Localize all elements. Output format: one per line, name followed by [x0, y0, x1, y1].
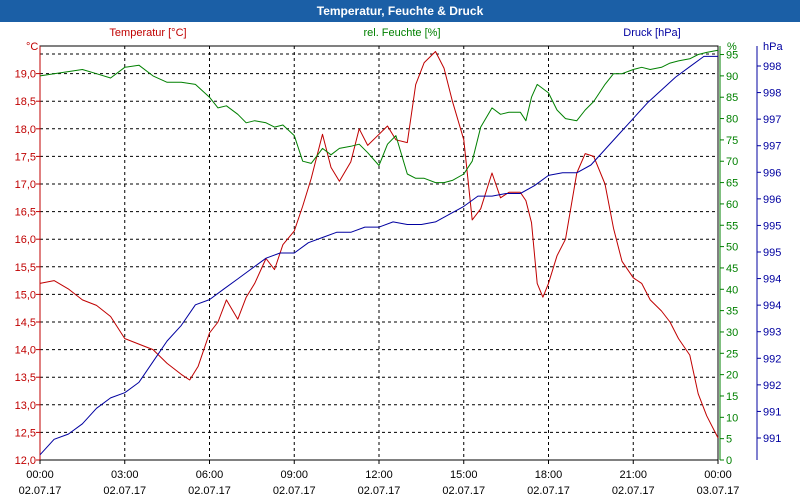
humidity-tick-label: 0	[726, 455, 732, 467]
humidity-tick-label: 30	[726, 327, 738, 339]
humidity-tick-label: 60	[726, 199, 738, 211]
temp-tick-label: 15,0	[15, 289, 36, 301]
x-tick-date: 02.07.17	[19, 485, 62, 497]
series-line-humidity	[39, 49, 719, 184]
x-tick-date: 03.07.17	[697, 485, 740, 497]
temp-tick-label: 16,0	[15, 234, 36, 246]
x-tick-time: 12:00	[365, 469, 393, 481]
temp-tick-label: 19,0	[15, 69, 36, 81]
x-tick-time: 09:00	[280, 469, 308, 481]
pressure-tick-label: 995	[763, 247, 781, 259]
pressure-tick-label: 996	[763, 194, 781, 206]
humidity-tick-label: 95	[726, 50, 738, 62]
humidity-tick-label: 65	[726, 178, 738, 190]
humidity-tick-label: 40	[726, 284, 738, 296]
temp-tick-label: 13,0	[15, 400, 36, 412]
x-tick-time: 21:00	[619, 469, 647, 481]
pressure-tick-label: 994	[763, 274, 781, 286]
series-line-pressure	[39, 55, 718, 456]
x-tick-date: 02.07.17	[103, 485, 146, 497]
x-tick-date: 02.07.17	[442, 485, 485, 497]
x-tick-time: 00:00	[26, 469, 54, 481]
humidity-tick-label: 85	[726, 92, 738, 104]
x-tick-date: 02.07.17	[527, 485, 570, 497]
temp-tick-label: 18,0	[15, 124, 36, 136]
pressure-tick-label: 992	[763, 353, 781, 365]
temp-tick-label: 12,0	[15, 455, 36, 467]
humidity-axis-label: rel. Feuchte [%]	[363, 27, 440, 39]
temp-tick-label: 16,5	[15, 207, 36, 219]
series-line-temperature	[39, 51, 719, 439]
x-tick-date: 02.07.17	[188, 485, 231, 497]
humidity-tick-label: 55	[726, 220, 738, 232]
chart-title: Temperatur, Feuchte & Druck	[0, 0, 800, 22]
humidity-tick-label: 50	[726, 242, 738, 254]
temp-axis-unit: °C	[26, 41, 38, 53]
temp-tick-label: 15,5	[15, 262, 36, 274]
pressure-tick-label: 991	[763, 406, 781, 418]
pressure-tick-label: 991	[763, 433, 781, 445]
x-tick-time: 00:00	[704, 469, 732, 481]
temp-tick-label: 14,5	[15, 317, 36, 329]
humidity-tick-label: 45	[726, 263, 738, 275]
humidity-tick-label: 70	[726, 156, 738, 168]
x-tick-time: 15:00	[450, 469, 478, 481]
humidity-tick-label: 20	[726, 370, 738, 382]
pressure-axis-label: Druck [hPa]	[623, 27, 680, 39]
temp-tick-label: 12,5	[15, 427, 36, 439]
humidity-axis-unit: %	[727, 41, 737, 53]
x-tick-date: 02.07.17	[358, 485, 401, 497]
humidity-tick-label: 15	[726, 391, 738, 403]
chart-area: 12,0 12,5 13,0 13,5 14,0 14,5 15,0 15,5 16,0 16,5…	[15, 27, 784, 497]
temp-tick-label: 17,5	[15, 151, 36, 163]
humidity-tick-label: 90	[726, 71, 738, 83]
pressure-tick-label: 992	[763, 380, 781, 392]
pressure-tick-label: 998	[763, 61, 781, 73]
temp-tick-label: 14,0	[15, 345, 36, 357]
pressure-tick-label: 997	[763, 141, 781, 153]
humidity-tick-label: 35	[726, 306, 738, 318]
humidity-tick-label: 80	[726, 114, 738, 126]
pressure-tick-label: 995	[763, 220, 781, 232]
temp-tick-label: 17,0	[15, 179, 36, 191]
x-tick-time: 06:00	[196, 469, 224, 481]
humidity-tick-label: 5	[726, 434, 732, 446]
x-tick-time: 18:00	[535, 469, 563, 481]
temp-tick-label: 18,5	[15, 96, 36, 108]
pressure-tick-label: 993	[763, 327, 781, 339]
humidity-tick-label: 25	[726, 348, 738, 360]
humidity-tick-label: 75	[726, 135, 738, 147]
temp-axis-label: Temperatur [°C]	[109, 27, 186, 39]
x-tick-date: 02.07.17	[612, 485, 655, 497]
x-tick-date: 02.07.17	[273, 485, 316, 497]
pressure-tick-label: 998	[763, 88, 781, 100]
pressure-axis-unit: hPa	[763, 41, 783, 53]
pressure-tick-label: 996	[763, 167, 781, 179]
humidity-tick-label: 10	[726, 412, 738, 424]
temp-tick-label: 13,5	[15, 372, 36, 384]
x-tick-time: 03:00	[111, 469, 139, 481]
pressure-tick-label: 994	[763, 300, 781, 312]
pressure-tick-label: 997	[763, 114, 781, 126]
